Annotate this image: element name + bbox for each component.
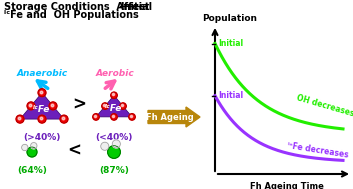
- Text: ᴵᶜFe: ᴵᶜFe: [33, 105, 51, 114]
- Text: (64%): (64%): [17, 166, 47, 175]
- Circle shape: [102, 103, 108, 109]
- Text: OH decreases: OH decreases: [295, 93, 353, 118]
- Text: Population: Population: [203, 14, 257, 23]
- Circle shape: [16, 115, 24, 123]
- Text: Fh Ageing Time: Fh Ageing Time: [250, 182, 323, 189]
- Circle shape: [31, 143, 37, 149]
- Text: Storage Conditions  Affect: Storage Conditions Affect: [4, 2, 153, 12]
- Circle shape: [112, 140, 120, 148]
- Circle shape: [120, 103, 126, 109]
- Circle shape: [60, 115, 68, 123]
- Text: ᴵᶜFe and  OH Populations: ᴵᶜFe and OH Populations: [4, 10, 139, 20]
- Text: (>40%): (>40%): [23, 133, 61, 142]
- Circle shape: [101, 142, 109, 150]
- Circle shape: [38, 89, 46, 97]
- Circle shape: [27, 102, 35, 110]
- Text: ᴵᶜFe decreases: ᴵᶜFe decreases: [287, 141, 349, 160]
- Polygon shape: [20, 93, 64, 119]
- Circle shape: [22, 144, 28, 151]
- Circle shape: [93, 114, 99, 120]
- Text: Anaerobic: Anaerobic: [16, 69, 68, 78]
- Circle shape: [108, 146, 120, 158]
- Circle shape: [111, 114, 117, 120]
- Text: <: <: [67, 142, 81, 160]
- Circle shape: [49, 102, 57, 110]
- Text: Initial: Initial: [218, 91, 243, 100]
- Circle shape: [27, 147, 37, 157]
- Text: Initial: Initial: [120, 2, 152, 12]
- Polygon shape: [96, 95, 132, 117]
- Circle shape: [129, 114, 135, 120]
- Text: (87%): (87%): [99, 166, 129, 175]
- Text: Fh Ageing: Fh Ageing: [146, 112, 194, 122]
- Text: (<40%): (<40%): [95, 133, 133, 142]
- FancyArrow shape: [148, 107, 200, 127]
- Circle shape: [111, 92, 117, 98]
- Text: >: >: [72, 96, 86, 114]
- Text: Initial: Initial: [218, 39, 243, 48]
- Text: Aerobic: Aerobic: [96, 69, 134, 78]
- Text: ᴵᶜFe: ᴵᶜFe: [105, 104, 123, 113]
- Circle shape: [38, 115, 46, 123]
